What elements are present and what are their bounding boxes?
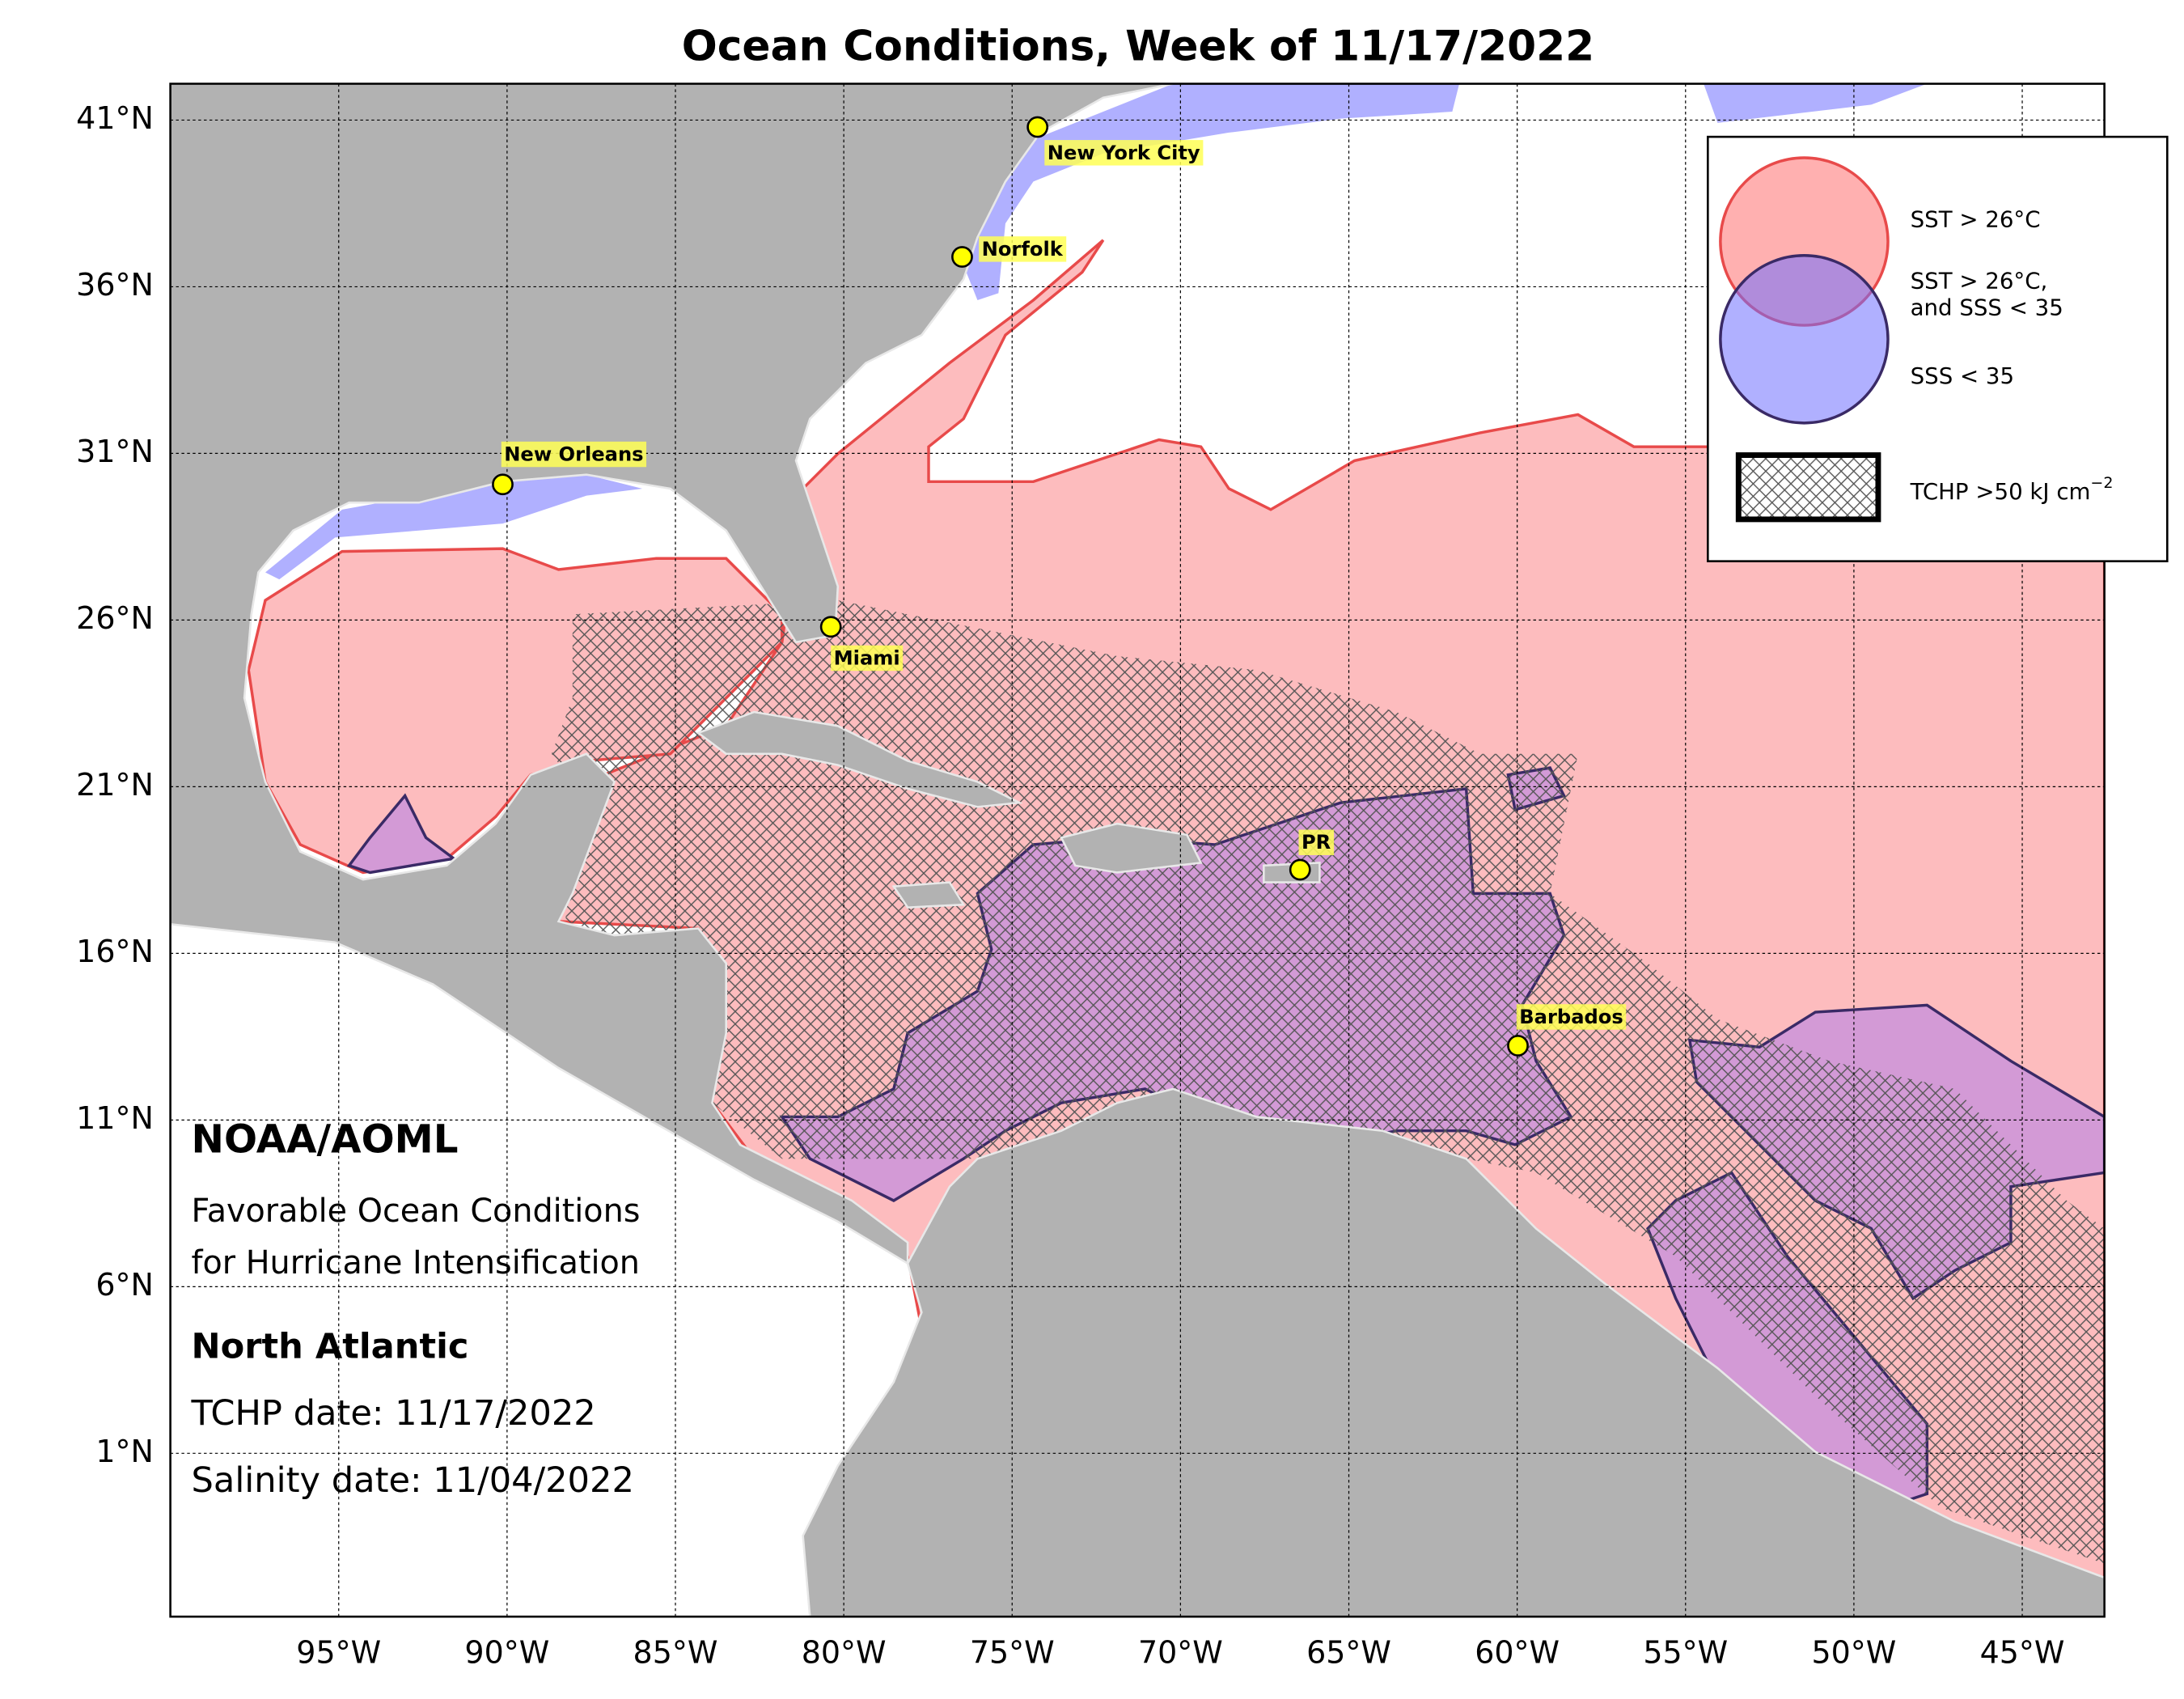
city-label-bg <box>1516 1004 1627 1030</box>
city-marker <box>1507 1035 1529 1057</box>
cities: New York City Norfolk New Orleans Miami PR Ba… <box>492 116 1627 1057</box>
ticks: 41°N 36°N 31°N 26°N 21°N 16°N 11°N 6°N 1°N 95°W 90… <box>76 100 2064 1670</box>
org: NOAA/AOML <box>192 1117 459 1163</box>
legend-label-sup: −2 <box>2090 474 2113 492</box>
region: North Atlantic <box>192 1326 469 1366</box>
title: Ocean Conditions, Week of 11/17/2022 <box>682 22 1594 70</box>
city-label-bg <box>1044 140 1204 166</box>
tchp-region <box>551 600 2105 1564</box>
city-marker <box>492 473 514 496</box>
legend-sss <box>1719 254 1890 425</box>
description: Favorable Ocean Conditions <box>192 1193 641 1230</box>
city-marker <box>1289 858 1311 881</box>
lon-tick-label: 70°W <box>1138 1634 1223 1670</box>
lat-tick-label: 36°N <box>76 267 154 303</box>
lon-tick-label: 65°W <box>1306 1634 1391 1670</box>
lat-tick-label: 31°N <box>76 434 154 469</box>
legend: SST > 26°C SST > 26°C, and SSS < 35 SSS … <box>1707 135 2169 562</box>
city-label: Norfolk <box>982 238 1064 261</box>
lon-tick-label: 95°W <box>296 1634 381 1670</box>
city-marker <box>819 616 842 638</box>
lat-tick-label: 21°N <box>76 767 154 803</box>
lat-tick-label: 11°N <box>76 1100 154 1136</box>
city-label-bg <box>831 645 904 672</box>
lon-tick-label: 85°W <box>633 1634 718 1670</box>
grid <box>170 83 2105 1617</box>
lon-tick-label: 80°W <box>802 1634 887 1670</box>
legend-label: and SSS < 35 <box>1911 294 2063 320</box>
legend-label: SST > 26°C <box>1911 206 2041 233</box>
city-label-bg <box>1298 829 1335 855</box>
city-label: PR <box>1302 831 1331 854</box>
city-marker <box>951 246 973 268</box>
legend-label: TCHP >50 kJ cm−2 <box>1910 474 2114 506</box>
lon-tick-label: 75°W <box>970 1634 1055 1670</box>
city-label: New Orleans <box>504 443 643 466</box>
map-frame <box>169 83 2106 1618</box>
city-label-bg <box>979 236 1067 262</box>
lon-tick-label: 90°W <box>464 1634 549 1670</box>
lat-tick-label: 16°N <box>76 934 154 969</box>
city-label: New York City <box>1048 142 1200 164</box>
legend-label: SST > 26°C, <box>1911 268 2048 294</box>
legend-tchp <box>1735 452 1881 523</box>
description: for Hurricane Intensification <box>192 1244 640 1282</box>
lon-tick-label: 45°W <box>1980 1634 2065 1670</box>
lon-tick-label: 50°W <box>1811 1634 1896 1670</box>
salinity-date: Salinity date: 11/04/2022 <box>192 1460 634 1501</box>
legend-label: SSS < 35 <box>1911 362 2014 389</box>
lon-tick-label: 55°W <box>1643 1634 1728 1670</box>
lon-tick-label: 60°W <box>1475 1634 1560 1670</box>
info-box: NOAA/AOML Favorable Ocean Conditions for… <box>191 1117 641 1502</box>
legend-label-text: TCHP >50 kJ cm <box>1910 478 2091 505</box>
tchp-date: TCHP date: 11/17/2022 <box>191 1393 596 1434</box>
lat-tick-label: 26°N <box>76 600 154 636</box>
lat-tick-label: 6°N <box>95 1267 154 1303</box>
lat-tick-label: 1°N <box>95 1434 154 1469</box>
city-marker <box>1026 116 1049 138</box>
city-label-bg <box>501 441 647 468</box>
sss-regions <box>265 83 1928 580</box>
city-label: Barbados <box>1519 1006 1623 1028</box>
land <box>170 83 2105 1617</box>
city-label: Miami <box>834 646 900 669</box>
lat-tick-label: 41°N <box>76 100 154 136</box>
